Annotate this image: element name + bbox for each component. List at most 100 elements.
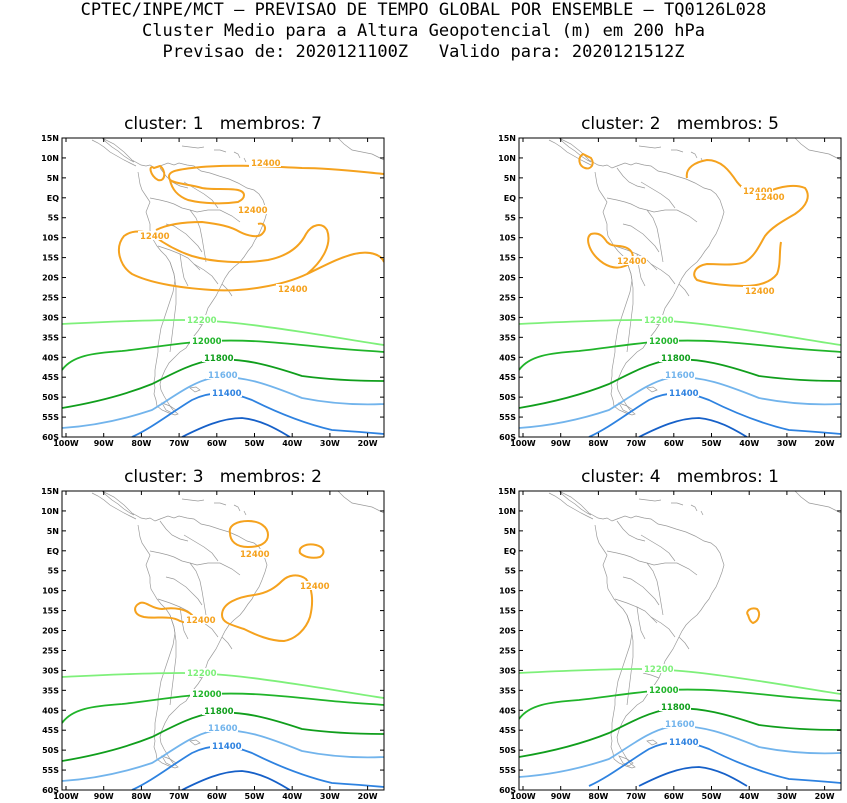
panel-4-title: cluster: 4 membros: 1 bbox=[581, 467, 779, 487]
contour-label-12200: 12200 bbox=[644, 316, 674, 326]
lat-label: 50S bbox=[499, 746, 516, 755]
contour-label-bg-11600 bbox=[663, 719, 695, 728]
contour-label-bg-12000 bbox=[190, 689, 222, 698]
coastline-17 bbox=[221, 636, 233, 650]
lat-label: 60S bbox=[499, 433, 516, 442]
lat-label: 60S bbox=[42, 433, 59, 442]
coastline-13 bbox=[169, 261, 177, 353]
contour-label-12400: 12400 bbox=[140, 232, 170, 242]
coastline-17 bbox=[678, 636, 690, 650]
contour-label-11600: 11600 bbox=[665, 720, 695, 730]
lat-label: 35S bbox=[42, 333, 59, 342]
coastline-21 bbox=[337, 491, 384, 514]
lat-label: EQ bbox=[47, 547, 59, 556]
lat-label: 40S bbox=[42, 353, 59, 362]
lat-label: 50S bbox=[499, 393, 516, 402]
lat-label: 5N bbox=[47, 527, 59, 536]
contour-12400-3 bbox=[220, 574, 314, 643]
lat-label: 60S bbox=[42, 786, 59, 795]
lat-label: 5N bbox=[47, 174, 59, 183]
lat-label: 25S bbox=[499, 646, 516, 655]
coastline-21 bbox=[337, 138, 384, 161]
coastline-15 bbox=[640, 534, 676, 562]
contour-label-bg-12400 bbox=[743, 286, 775, 295]
lon-label: 40W bbox=[282, 792, 302, 801]
lon-label: 40W bbox=[739, 792, 759, 801]
coastline-4 bbox=[214, 149, 227, 153]
contour-11200 bbox=[638, 417, 748, 437]
contour-12400-3 bbox=[117, 224, 330, 292]
coastline-11 bbox=[179, 606, 189, 640]
lon-label: 80W bbox=[588, 439, 608, 448]
contour-12400-1 bbox=[685, 158, 809, 288]
contour-12400-1 bbox=[298, 543, 325, 559]
contour-label-bg-12400 bbox=[184, 615, 216, 624]
contour-label-11800: 11800 bbox=[204, 707, 234, 717]
lat-label: 25S bbox=[42, 646, 59, 655]
lat-label: 5N bbox=[504, 174, 516, 183]
header-line-2: Cluster Medio para a Altura Geopotencial… bbox=[142, 21, 705, 41]
coastline-2 bbox=[548, 139, 594, 167]
lat-label: 5S bbox=[505, 214, 517, 223]
coastline-0 bbox=[558, 138, 725, 416]
contour-11800 bbox=[62, 358, 384, 409]
coastline-14 bbox=[196, 209, 241, 223]
coastline-14 bbox=[653, 209, 698, 223]
coastline-2 bbox=[91, 139, 137, 167]
coastline-15 bbox=[183, 534, 219, 562]
contour-label-bg-11600 bbox=[663, 370, 695, 379]
lon-label: 30W bbox=[777, 792, 797, 801]
lat-label: EQ bbox=[47, 194, 59, 203]
coastline-2 bbox=[548, 492, 594, 520]
coastline-5 bbox=[690, 504, 698, 512]
lon-label: 80W bbox=[588, 792, 608, 801]
coastline-1 bbox=[101, 138, 135, 163]
contour-label-bg-11800 bbox=[202, 353, 234, 362]
contour-label-12400: 12400 bbox=[240, 550, 270, 560]
map-panel-3: 12200 12000 11800 11600 11400 12400 12400 12400… bbox=[41, 487, 385, 801]
lat-label: 45S bbox=[42, 726, 59, 735]
lat-label: 35S bbox=[42, 686, 59, 695]
coastline-19 bbox=[646, 386, 658, 393]
lat-label: 10N bbox=[498, 507, 516, 516]
lat-label: 15S bbox=[42, 607, 59, 616]
lat-label: 40S bbox=[42, 706, 59, 715]
lat-label: 45S bbox=[499, 726, 516, 735]
lat-label: 15N bbox=[498, 134, 516, 143]
lon-label: 90W bbox=[94, 439, 114, 448]
coastline-11 bbox=[179, 253, 189, 287]
coastline-8 bbox=[165, 576, 203, 606]
coastline-8 bbox=[622, 576, 660, 606]
lat-label: 10S bbox=[42, 587, 59, 596]
contour-label-11600: 11600 bbox=[208, 371, 238, 381]
contour-11400 bbox=[588, 741, 841, 787]
lon-label: 30W bbox=[320, 439, 340, 448]
lon-label: 60W bbox=[207, 439, 227, 448]
contour-12400-0 bbox=[228, 519, 270, 549]
contour-label-11800: 11800 bbox=[661, 354, 691, 364]
coastline-13 bbox=[626, 614, 634, 706]
contour-label-bg-12200 bbox=[642, 664, 674, 673]
lon-label: 90W bbox=[94, 792, 114, 801]
coastline-16 bbox=[159, 520, 189, 542]
coastline-12 bbox=[650, 616, 676, 638]
contour-label-bg-12200 bbox=[185, 315, 217, 324]
contour-label-12200: 12200 bbox=[187, 669, 217, 679]
lat-label: 30S bbox=[499, 313, 516, 322]
contour-11400 bbox=[131, 745, 384, 790]
lat-label: 5S bbox=[48, 567, 60, 576]
coastline-7 bbox=[606, 197, 655, 213]
contour-label-12000: 12000 bbox=[192, 690, 222, 700]
map-frame bbox=[61, 490, 385, 791]
coastline-0 bbox=[558, 491, 725, 769]
lat-label: 10N bbox=[41, 507, 59, 516]
lat-label: 50S bbox=[42, 393, 59, 402]
map-panel-4: 12200 12000 11800 11600 11400 15N 10N 5N EQ 5S 10S… bbox=[498, 487, 842, 801]
lon-label: 90W bbox=[551, 439, 571, 448]
contour-label-bg-12200 bbox=[642, 315, 674, 324]
lon-label: 30W bbox=[777, 439, 797, 448]
map-frame bbox=[61, 137, 385, 438]
coastline-14 bbox=[196, 562, 241, 576]
lat-label: 15N bbox=[498, 487, 516, 496]
coastline-7 bbox=[149, 550, 198, 566]
